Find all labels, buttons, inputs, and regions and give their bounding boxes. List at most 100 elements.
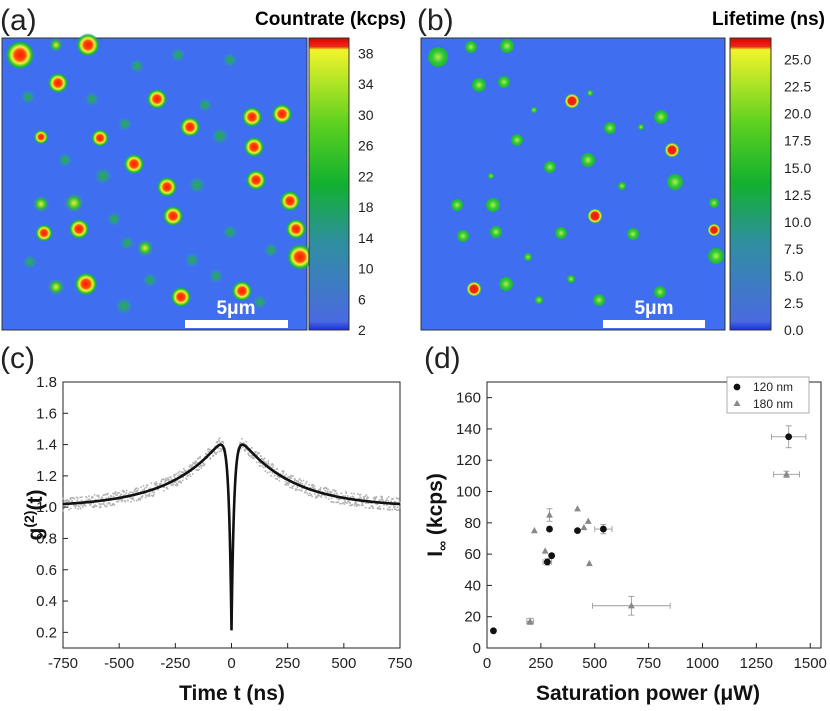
g2-raw-point (310, 484, 313, 487)
g2-raw-point (390, 501, 392, 503)
g2-raw-point (309, 486, 312, 489)
g2-raw-point (399, 501, 401, 504)
g2-raw-point (127, 499, 129, 502)
g2-raw-point (175, 484, 178, 487)
lifetime-spots (428, 39, 724, 306)
g2-raw-point (294, 478, 297, 481)
countrate-spots (5, 33, 314, 315)
g2-raw-point (355, 505, 358, 507)
g2-raw-point (217, 439, 220, 441)
g2-raw-point (255, 450, 257, 453)
g2-raw-point (174, 474, 176, 476)
g2-raw-point (190, 466, 192, 469)
g2-raw-point (136, 490, 139, 492)
g2-raw-point (272, 464, 275, 466)
g2-raw-point (250, 446, 253, 449)
g2-raw-point (292, 484, 295, 487)
g2-raw-point (171, 484, 174, 487)
emitter-spot (618, 182, 626, 190)
g2-raw-point (133, 499, 135, 502)
g2-raw-point (136, 491, 139, 494)
g2-raw-point (80, 499, 83, 502)
y-tick-label: 0.2 (36, 624, 57, 641)
g2-raw-point (244, 448, 246, 451)
emitter-spot (263, 242, 279, 258)
g2-raw-point (386, 504, 388, 507)
x-tick-label: -750 (48, 655, 78, 672)
g2-raw-point (98, 506, 101, 509)
emitter-spot (170, 47, 186, 63)
g2-raw-point (350, 496, 352, 498)
g2-raw-point (203, 464, 206, 467)
g2-raw-point (170, 476, 172, 478)
colorbar-tick-label: 14 (358, 230, 374, 246)
g2-raw-point (222, 440, 224, 443)
g2-raw-point (342, 502, 345, 504)
emitter-spot (20, 89, 36, 105)
g2-raw-point (185, 478, 188, 480)
g2-raw-point (182, 468, 185, 470)
emitter-spot (500, 39, 514, 53)
g2-raw-point (107, 492, 109, 495)
g2-raw-point (89, 504, 91, 507)
g2-raw-point (360, 497, 362, 499)
y-tick-label: 0 (473, 640, 481, 657)
g2-raw-point (145, 494, 147, 497)
g2-raw-point (84, 505, 87, 507)
g2-raw-point (179, 481, 182, 483)
x-tick-label: 0 (227, 655, 235, 672)
g2-raw-point (365, 494, 368, 496)
g2-raw-point (376, 503, 378, 505)
panel-d: (d) 0 250 500 750 1000 1250 1500 0 20 40 60 80 100 12… (424, 342, 827, 705)
g2-raw-point (397, 509, 400, 511)
g2-raw-point (330, 492, 332, 495)
g2-raw-point (103, 501, 105, 503)
g2-raw-point (359, 493, 362, 496)
g2-raw-point (309, 494, 312, 497)
g2-raw-point (121, 499, 124, 501)
g2-raw-point (131, 498, 133, 501)
g2-raw-point (354, 503, 357, 506)
g2-raw-point (167, 480, 170, 483)
g2-raw-point (88, 495, 90, 497)
g2-raw-point (99, 503, 101, 505)
g2-raw-point (289, 486, 291, 489)
colorbar-tick-label: 7.5 (784, 241, 804, 257)
emitter-spot (123, 153, 145, 175)
g2-raw-point (217, 447, 219, 450)
g2-raw-point (150, 482, 153, 485)
plot-c-xlabel: Time t (ns) (179, 682, 285, 705)
y-tick-label: 40 (464, 577, 481, 594)
emitter-spot (565, 94, 579, 108)
emitter-spot (524, 253, 532, 261)
g2-raw-point (349, 504, 351, 507)
x-tick-label: 0 (483, 655, 491, 672)
g2-raw-point (73, 497, 76, 500)
g2-raw-point (143, 487, 146, 490)
g2-raw-point (137, 487, 139, 490)
g2-raw-point (134, 489, 136, 492)
g2-raw-point (112, 503, 115, 505)
g2-raw-point (145, 486, 148, 489)
emitter-spot (467, 282, 481, 296)
plot-d-frame (486, 381, 822, 649)
g2-raw-point (85, 496, 88, 499)
g2-raw-point (135, 487, 138, 489)
emitter-spot (84, 91, 100, 107)
g2-raw-point (92, 506, 94, 508)
g2-raw-point (241, 438, 243, 440)
emitter-spot (146, 88, 168, 110)
emitter-spot (211, 127, 229, 145)
g2-raw-point (287, 476, 290, 478)
g2-fit-curve (62, 443, 401, 631)
g2-raw-point (305, 482, 307, 485)
g2-raw-point (264, 470, 267, 473)
g2-raw-point (276, 478, 279, 480)
emitter-spot (129, 58, 145, 74)
g2-raw-point (75, 505, 78, 507)
g2-raw-point (346, 502, 348, 504)
emitter-spot (22, 254, 38, 270)
g2-raw-point (165, 479, 167, 482)
g2-raw-point (311, 495, 313, 498)
emitter-spot (243, 136, 265, 158)
